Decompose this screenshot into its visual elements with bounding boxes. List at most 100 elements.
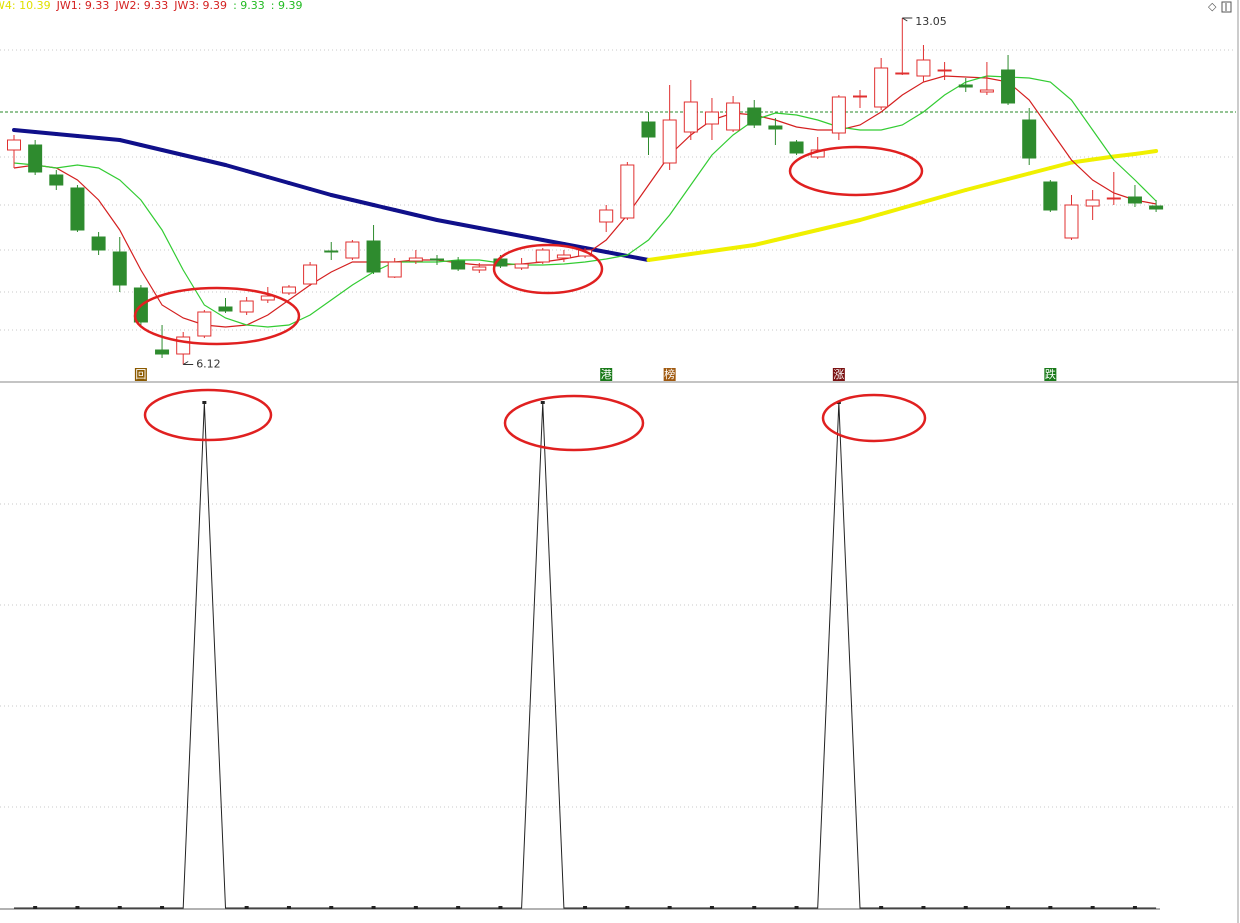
annotation-circle [492,243,604,295]
ma-segment [117,138,143,147]
signal-label: 港 [601,368,612,381]
ma-segment [921,194,947,204]
candle-body [303,264,318,285]
candle-body [28,144,43,173]
ma-segment [752,238,778,247]
candle-body [578,249,593,257]
candle-body [768,125,783,130]
ma-segment [498,230,524,238]
candle-body [683,101,698,133]
signal-box [832,368,845,381]
ma-segment [561,242,588,250]
indicator-point [75,906,80,909]
candle-body [704,111,719,125]
ma-segment [1111,152,1137,159]
indicator-point [921,906,926,909]
indicator-point [1132,906,1137,909]
candle-body [345,241,360,259]
ma-segment [329,193,355,202]
ma-segment [477,226,503,234]
annotations [133,145,927,452]
candle-body [620,164,635,219]
ma-segment [371,203,397,212]
candle-body [366,240,381,273]
min-pointer [182,361,194,365]
signal-box [1044,368,1057,381]
candle-body [430,258,444,261]
candle-body [1043,181,1058,211]
candle-body [747,107,762,126]
candle-body [599,209,614,223]
ma-segment [942,188,968,198]
ma-segment [900,200,926,210]
candle-body [514,263,529,269]
indicator-point [413,906,418,909]
ma-segment [688,249,714,256]
header-value: : 9.39 [271,0,303,12]
indicator-point [540,401,545,404]
ma-segment [392,208,418,217]
signal-box [600,368,613,381]
candle-body [176,336,191,355]
ma-segment [879,206,905,216]
ma-segment [836,218,862,227]
candle-body [726,102,741,131]
candle-body [916,59,931,77]
indicator-point [117,906,122,909]
annotation-circle [503,394,645,452]
ma-segment [33,130,59,136]
candle-body [958,84,973,88]
icon-panel[interactable] [1221,1,1232,13]
indicator-point [1048,906,1053,909]
ma-segment [223,163,249,173]
candle-body [408,257,423,262]
ma-segment [984,177,1011,187]
candle-body [7,139,21,151]
candle-body [1064,204,1079,239]
candle-body [641,121,656,138]
indicator-point [286,906,291,909]
candle-body [1001,69,1016,104]
header-value: JW2: 9.33 [114,0,168,12]
candle-body [260,295,275,301]
ma-segment [244,169,270,179]
icon-diamond[interactable]: ◇ [1208,0,1217,13]
signal-box [134,368,147,381]
ma-segment [160,148,186,157]
indicator-point [963,906,968,909]
signal-label: 跌 [1045,367,1056,381]
indicator-point [244,906,249,909]
ma-segment [646,255,672,262]
ma-segment [12,128,38,134]
ma-segment [138,143,165,152]
ma-segment [794,228,820,237]
indicator-point [33,906,38,909]
candle-body [197,311,212,337]
signal-label: 榜 [664,367,675,381]
candle-body [535,249,550,263]
ma-segment [308,187,334,197]
candle-body [324,250,339,253]
ma-segment [667,252,693,259]
indicator-point [329,906,334,909]
indicator-point [498,906,503,909]
candle-body [1022,119,1037,159]
candle-body [70,187,85,231]
ma-segment [519,234,545,242]
ma-segment [1132,149,1159,156]
indicator-point [371,906,376,909]
candle-body [831,96,846,134]
ma-segment [625,254,651,262]
ma-segment [202,158,228,167]
ma-segment [286,181,313,191]
candle-body [218,306,233,312]
ma-segment [265,175,291,185]
candle-body [91,236,106,251]
ma-segment [54,132,80,138]
ma-segment [96,136,122,142]
indicator-point [1090,906,1095,909]
candle-body [239,300,254,313]
ma-segment [1006,171,1032,181]
header-value: W4: 10.39 [0,0,51,12]
